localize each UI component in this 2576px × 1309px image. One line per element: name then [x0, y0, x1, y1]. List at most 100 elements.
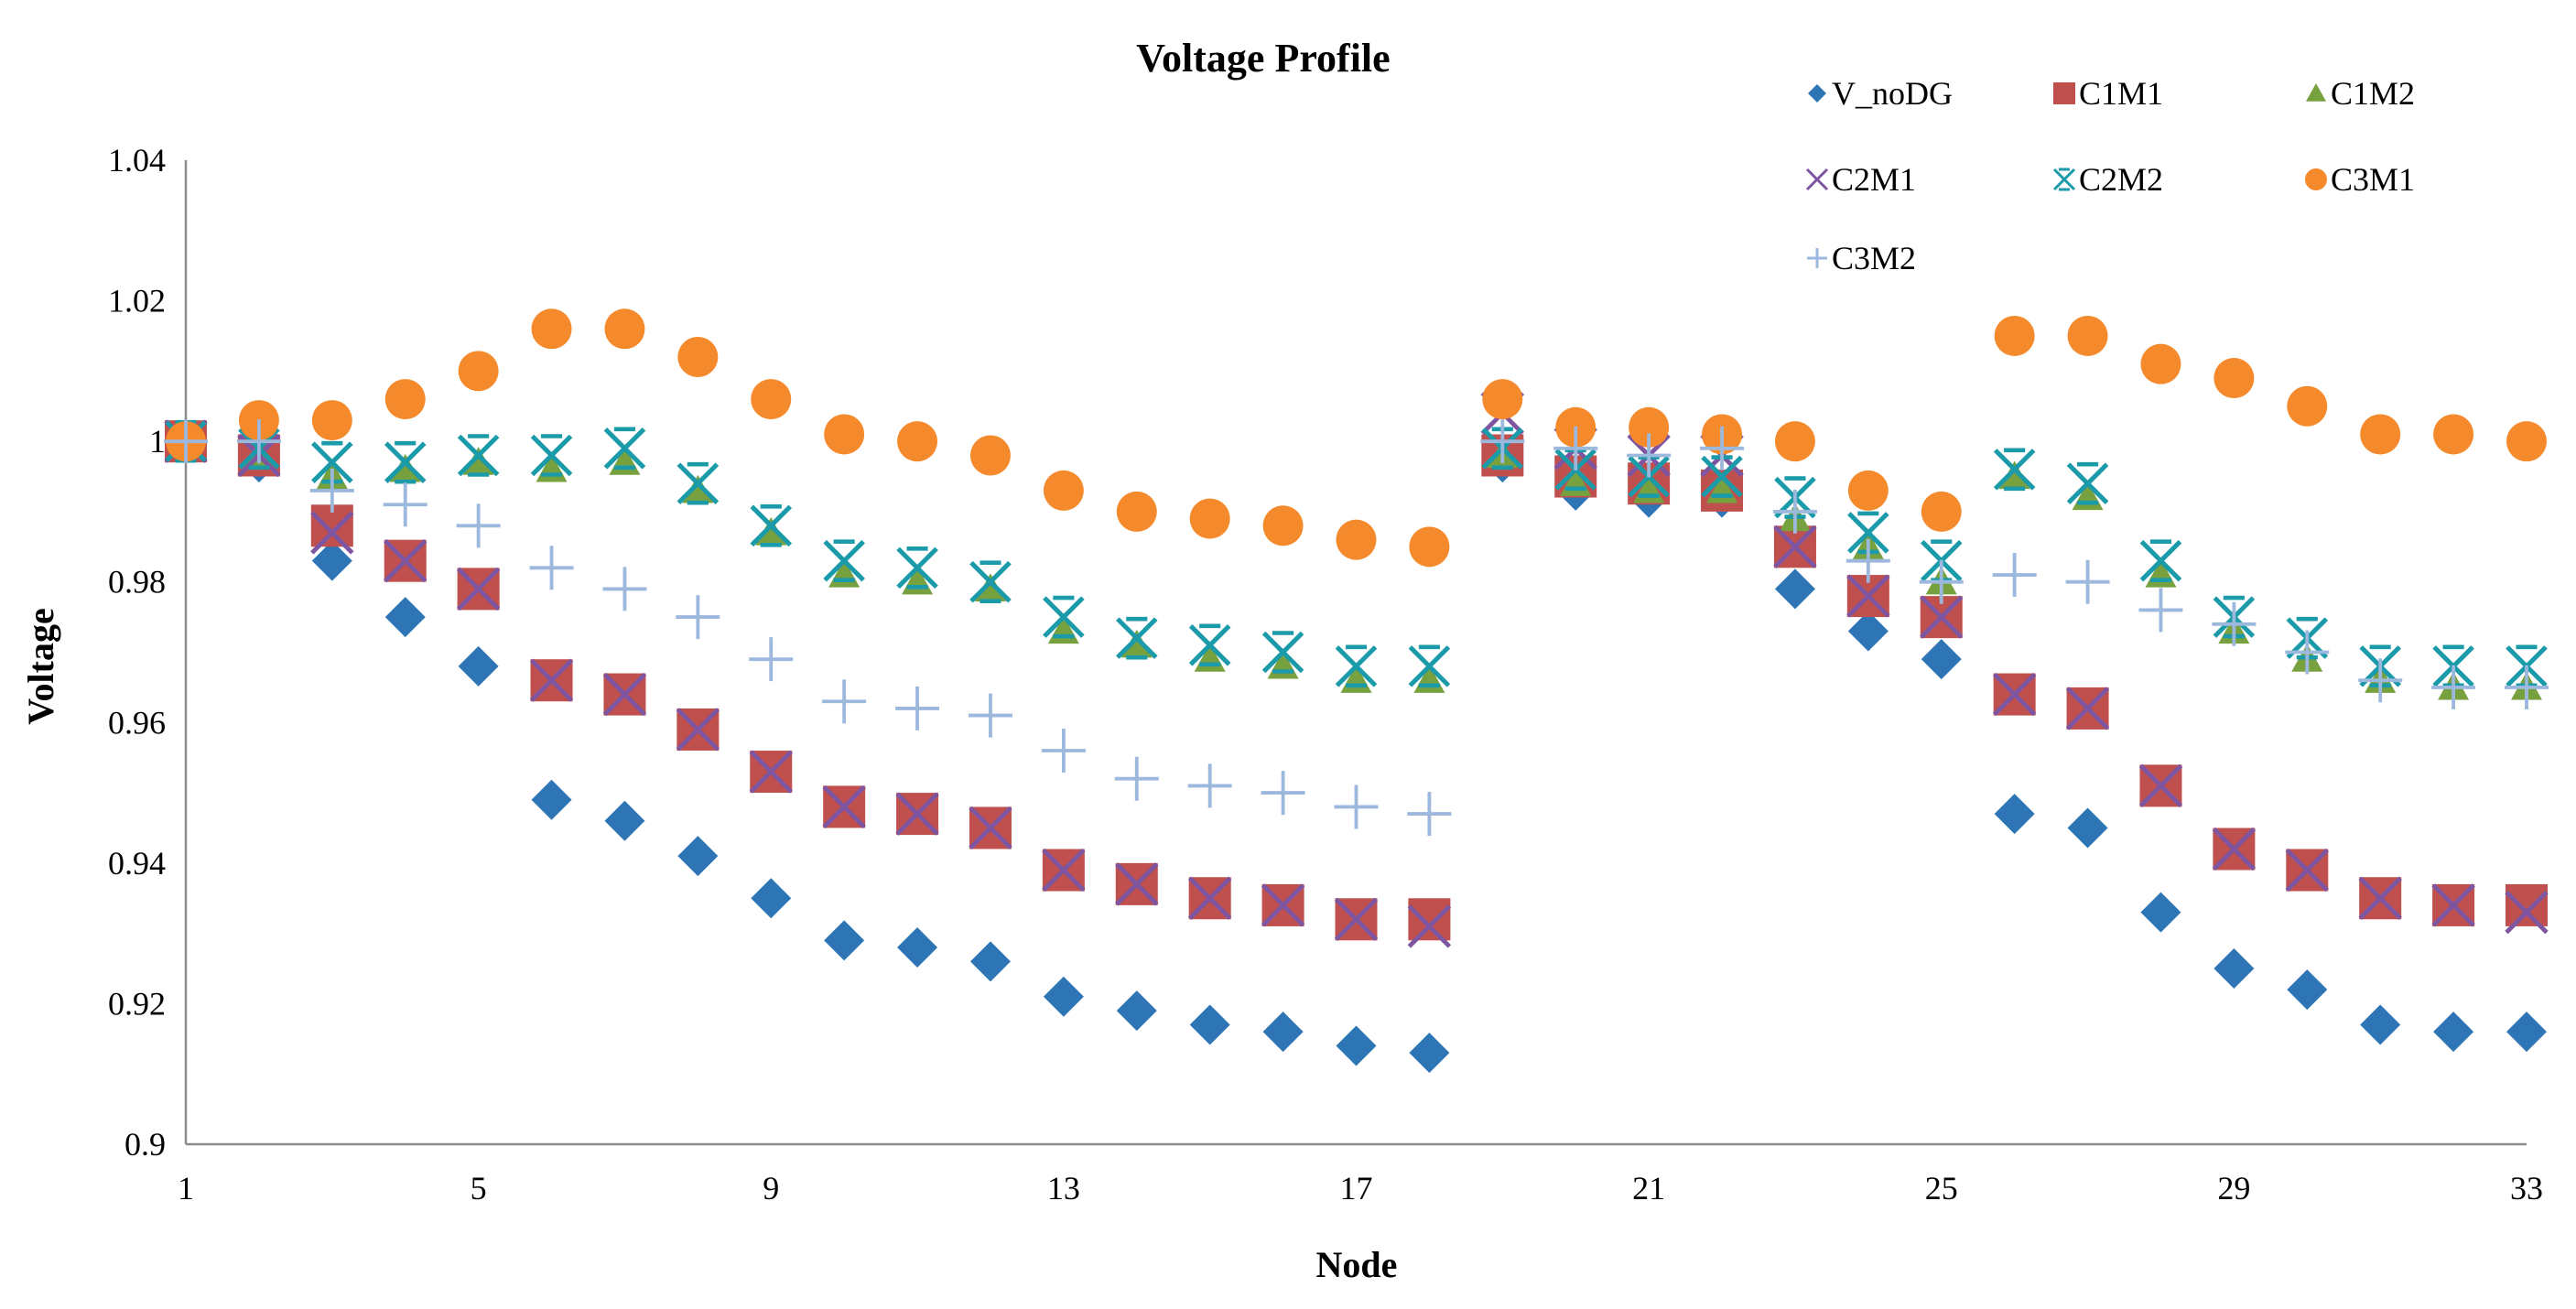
point-v-nodg	[1921, 639, 1962, 680]
point-v-nodg	[1336, 1025, 1377, 1066]
point-c2m1	[2138, 763, 2183, 808]
point-v-nodg	[2433, 1012, 2474, 1053]
point-c3m1	[677, 337, 719, 377]
point-v-nodg	[2506, 1012, 2547, 1053]
legend-label: C2M1	[1832, 161, 1916, 198]
point-c3m2	[1114, 756, 1159, 801]
point-c2m2	[1188, 623, 1231, 667]
point-c3m2	[895, 686, 940, 730]
y-tick-label: 0.98	[108, 564, 166, 600]
legend-marker-c1m1	[2053, 82, 2075, 104]
point-c3m2	[383, 482, 428, 527]
point-c3m1	[458, 351, 499, 392]
legend-label: C1M1	[2079, 75, 2163, 112]
point-c3m1	[969, 435, 1011, 476]
point-c2m1	[384, 538, 428, 583]
point-c3m1	[2067, 315, 2108, 356]
point-c3m2	[236, 419, 281, 464]
point-c2m1	[2505, 890, 2549, 935]
point-c3m2	[1041, 729, 1086, 773]
point-c2m2	[1408, 644, 1451, 688]
x-tick-label: 1	[178, 1170, 194, 1206]
point-c3m1	[1482, 379, 1523, 420]
point-v-nodg	[1043, 976, 1084, 1017]
point-c3m2	[2431, 665, 2476, 709]
point-c3m2	[1187, 763, 1232, 808]
point-v-nodg	[969, 941, 1011, 982]
point-c2m1	[1261, 883, 1305, 927]
axes-layer	[184, 160, 2527, 1146]
point-c1m2	[462, 447, 494, 475]
point-c3m1	[1262, 505, 1304, 546]
point-v-nodg	[1994, 794, 2035, 835]
point-c2m1	[1992, 672, 2037, 717]
point-c3m1	[531, 308, 572, 350]
legend-marker-v-nodg	[1808, 84, 1826, 103]
point-c3m1	[1921, 491, 1962, 532]
point-c2m2	[384, 440, 427, 484]
point-c3m1	[2506, 421, 2547, 462]
legend-label: C2M2	[2079, 161, 2163, 198]
point-c1m2	[1998, 460, 2030, 490]
x-tick-label: 9	[763, 1170, 779, 1206]
point-c3m2	[1261, 771, 1305, 816]
point-c2m2	[1115, 616, 1158, 660]
y-tick-label: 0.9	[124, 1126, 166, 1163]
point-v-nodg	[2067, 807, 2108, 849]
legend-label: C3M1	[2331, 161, 2415, 198]
point-c3m1	[1847, 470, 1889, 511]
point-c3m1	[2140, 343, 2181, 384]
point-c3m1	[1774, 421, 1815, 462]
point-v-nodg	[531, 779, 572, 820]
tick-labels: 1 5 9 13 17 21 25 29 33 0.9 0.92 0.94 0.96 0.98 1 1.02 1…	[108, 142, 2543, 1206]
legend-marker-c2m1	[1805, 168, 1829, 191]
chart-title: Voltage Profile	[1136, 36, 1390, 81]
point-c3m2	[1772, 489, 1817, 534]
point-c3m1	[384, 379, 426, 420]
series-c3m1	[166, 308, 2547, 568]
point-c3m2	[602, 567, 647, 611]
series-c3m2	[164, 419, 2549, 837]
point-v-nodg	[384, 597, 426, 638]
point-c3m2	[1480, 419, 1525, 464]
data-points	[164, 308, 2549, 1074]
point-c3m1	[824, 414, 865, 455]
point-v-nodg	[2360, 1004, 2401, 1045]
legend-label: C3M2	[1832, 240, 1916, 276]
point-c3m2	[676, 595, 720, 640]
y-axis-title: Voltage	[20, 608, 61, 724]
legend-item-c2m2: C2M2	[2052, 161, 2163, 198]
point-c3m1	[1994, 315, 2035, 356]
point-c2m2	[2066, 461, 2109, 505]
point-c3m1	[1043, 470, 1084, 511]
x-tick-label: 5	[471, 1170, 487, 1206]
point-c3m1	[1409, 526, 1450, 568]
point-c2m2	[530, 434, 573, 477]
point-c3m2	[1700, 426, 1745, 471]
point-c2m1	[822, 784, 866, 829]
legend-label: V_noDG	[1832, 75, 1953, 112]
point-v-nodg	[2213, 948, 2255, 990]
point-v-nodg	[1189, 1004, 1230, 1045]
point-c2m1	[2212, 827, 2257, 871]
point-c3m1	[604, 308, 645, 350]
point-v-nodg	[2287, 969, 2328, 1011]
point-c2m1	[676, 708, 720, 752]
point-c3m2	[968, 693, 1012, 738]
point-c2m1	[1115, 862, 1159, 906]
point-v-nodg	[2140, 892, 2181, 933]
point-c2m1	[2358, 876, 2402, 920]
point-c3m2	[2065, 559, 2110, 604]
point-c3m1	[2360, 414, 2401, 455]
point-c1m1	[2506, 883, 2548, 926]
x-tick-label: 13	[1047, 1170, 1080, 1206]
point-c3m2	[164, 419, 208, 464]
y-tick-label: 0.96	[108, 704, 166, 741]
legend-marker-c1m2	[2306, 83, 2326, 102]
point-c3m2	[1553, 426, 1598, 471]
point-c2m1	[456, 567, 501, 611]
legend-item-c1m1: C1M1	[2053, 75, 2163, 112]
point-c2m2	[2139, 539, 2182, 582]
point-c3m1	[1629, 406, 1670, 448]
legend-item-c2m1: C2M1	[1805, 161, 1916, 198]
